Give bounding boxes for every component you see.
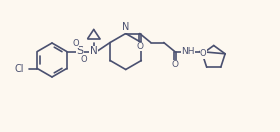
Text: NH: NH — [181, 47, 195, 56]
Text: O: O — [136, 42, 143, 51]
Text: O: O — [200, 49, 207, 58]
Text: O: O — [80, 55, 87, 64]
Text: N: N — [90, 46, 98, 56]
Text: N: N — [122, 22, 129, 32]
Text: Cl: Cl — [15, 63, 24, 74]
Text: S: S — [76, 46, 83, 56]
Text: O: O — [73, 39, 79, 48]
Text: O: O — [171, 60, 178, 69]
